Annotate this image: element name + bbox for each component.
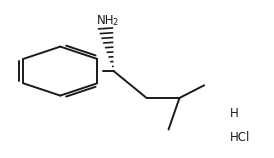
Text: H: H (230, 107, 239, 120)
Text: NH: NH (97, 14, 114, 27)
Text: HCl: HCl (230, 131, 250, 144)
Text: 2: 2 (112, 18, 118, 27)
